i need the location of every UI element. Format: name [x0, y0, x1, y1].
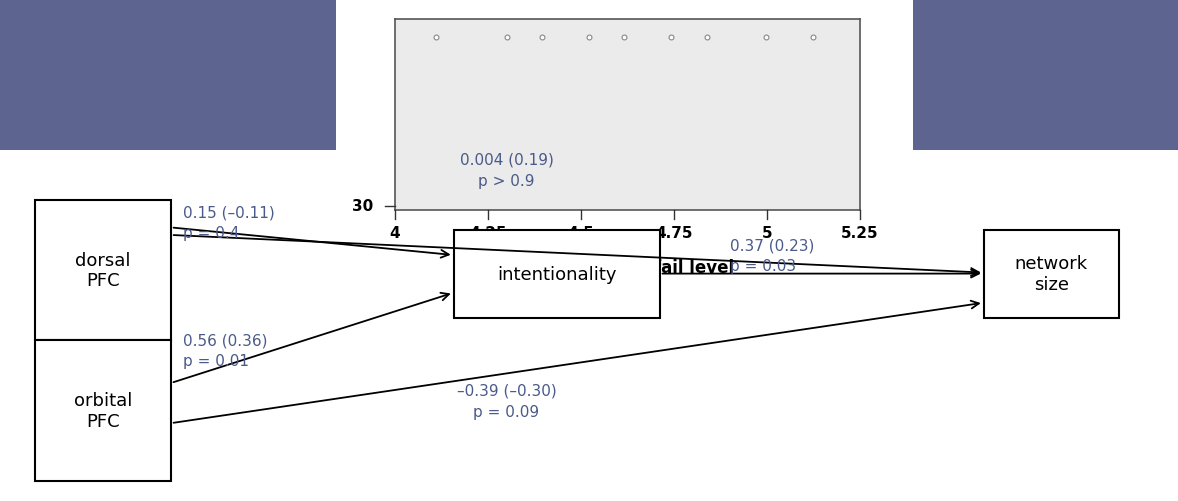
Text: –0.39 (–0.30)
p = 0.09: –0.39 (–0.30) p = 0.09	[457, 383, 556, 419]
Bar	[35, 200, 171, 341]
Text: 0.15 (–0.11)
p = 0.4: 0.15 (–0.11) p = 0.4	[183, 205, 274, 241]
Text: intentionality: intentionality	[497, 266, 616, 283]
Bar	[35, 341, 171, 481]
Text: 4: 4	[389, 225, 401, 240]
Text: 4.75: 4.75	[655, 225, 693, 240]
Bar	[984, 230, 1119, 318]
Bar	[913, 0, 1178, 150]
Text: 5.25: 5.25	[841, 225, 879, 240]
Text: 4.5: 4.5	[568, 225, 594, 240]
Bar	[0, 0, 336, 150]
Bar	[395, 20, 860, 210]
Text: Intentionality fail level: Intentionality fail level	[521, 258, 734, 276]
Bar	[454, 230, 660, 318]
Text: 0.37 (0.23)
p = 0.03: 0.37 (0.23) p = 0.03	[730, 237, 815, 274]
Text: 4.25: 4.25	[469, 225, 507, 240]
Text: orbital
PFC: orbital PFC	[74, 391, 132, 430]
Text: 30: 30	[352, 199, 373, 214]
Text: 0.56 (0.36)
p = 0.01: 0.56 (0.36) p = 0.01	[183, 333, 267, 369]
Text: 0.004 (0.19)
p > 0.9: 0.004 (0.19) p > 0.9	[459, 152, 554, 188]
Text: 5: 5	[761, 225, 773, 240]
Text: network
size: network size	[1014, 255, 1088, 294]
Text: dorsal
PFC: dorsal PFC	[75, 251, 131, 290]
